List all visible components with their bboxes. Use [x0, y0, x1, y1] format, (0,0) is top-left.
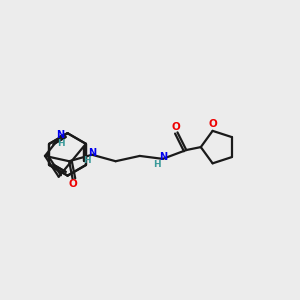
Text: O: O — [208, 119, 217, 129]
Text: N: N — [56, 130, 64, 140]
Text: H: H — [83, 156, 91, 165]
Text: N: N — [159, 152, 167, 162]
Text: N: N — [88, 148, 97, 158]
Text: H: H — [154, 160, 161, 169]
Text: O: O — [69, 179, 78, 189]
Text: O: O — [172, 122, 180, 132]
Text: H: H — [57, 139, 64, 148]
